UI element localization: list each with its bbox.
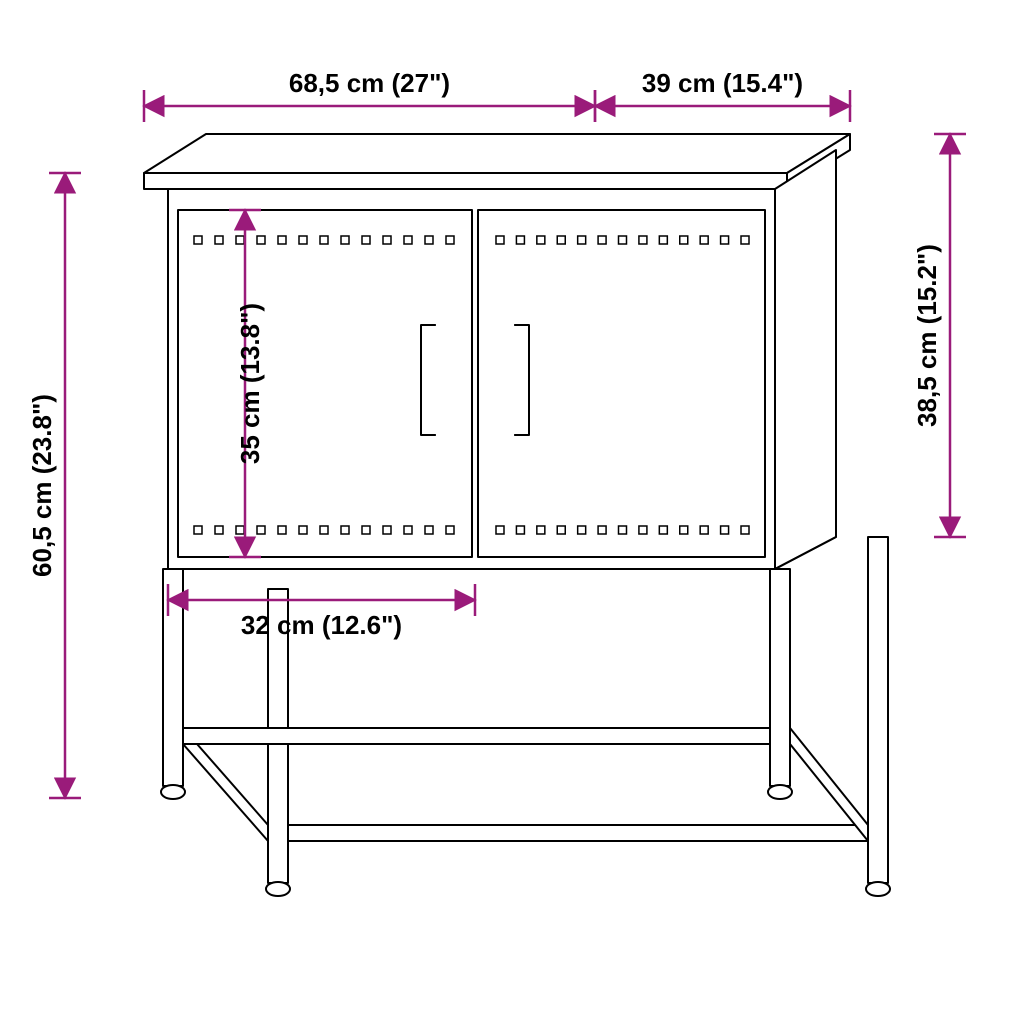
furniture-drawing	[144, 134, 890, 896]
dim-width-label: 68,5 cm (27")	[289, 68, 450, 98]
dim-door-height-label: 35 cm (13.8")	[235, 303, 265, 464]
dim-body-height: 38,5 cm (15.2")	[912, 134, 966, 537]
dim-width: 68,5 cm (27")	[144, 68, 595, 122]
dim-door-width-label: 32 cm (12.6")	[241, 610, 402, 640]
dim-depth: 39 cm (15.4")	[595, 68, 850, 122]
dim-height-label: 60,5 cm (23.8")	[27, 394, 57, 577]
dim-body-height-label: 38,5 cm (15.2")	[912, 244, 942, 427]
dim-depth-label: 39 cm (15.4")	[642, 68, 803, 98]
dim-height: 60,5 cm (23.8")	[27, 173, 81, 798]
dim-door-width: 32 cm (12.6")	[168, 584, 475, 640]
